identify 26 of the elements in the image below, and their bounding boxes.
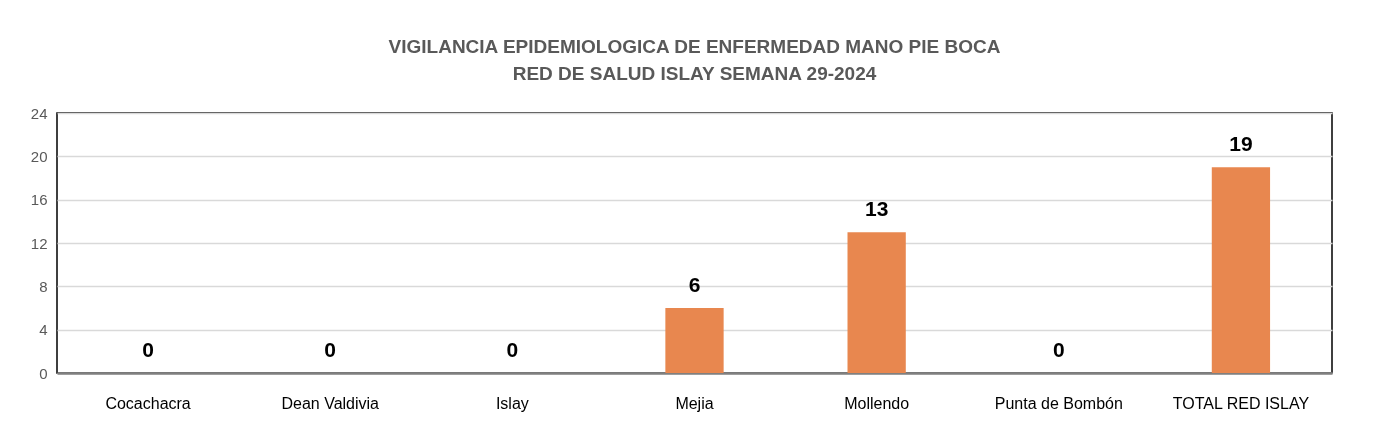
data-label: 0 xyxy=(506,338,519,361)
x-tick-label: Mollendo xyxy=(844,394,910,412)
data-label: 19 xyxy=(1229,132,1253,156)
data-label: 13 xyxy=(864,197,889,221)
y-tick-label: 20 xyxy=(30,147,48,165)
data-label: 0 xyxy=(1052,338,1065,361)
bar xyxy=(1211,167,1271,373)
x-tick-label: Dean Valdivia xyxy=(281,394,380,412)
chart-title: VIGILANCIA EPIDEMIOLOGICA DE ENFERMEDAD MANO PIE BOCA xyxy=(388,36,1001,57)
y-tick-label: 4 xyxy=(39,321,48,339)
data-label: 0 xyxy=(324,338,337,361)
x-tick-label: Islay xyxy=(495,394,529,412)
bar xyxy=(847,232,906,373)
x-tick-label: Cocachacra xyxy=(105,394,191,412)
chart-subtitle: RED DE SALUD ISLAY SEMANA 29-2024 xyxy=(512,63,877,84)
x-tick-label: Punta de Bombón xyxy=(994,394,1123,412)
y-tick-label: 24 xyxy=(30,104,48,122)
x-tick-label: Mejia xyxy=(675,394,714,412)
x-tick-label: TOTAL RED ISLAY xyxy=(1172,394,1310,412)
y-tick-label: 8 xyxy=(39,277,48,295)
bar xyxy=(665,308,724,373)
y-tick-label: 0 xyxy=(39,364,48,382)
y-tick-label: 12 xyxy=(30,234,48,252)
data-label: 0 xyxy=(142,338,154,361)
y-tick-label: 16 xyxy=(30,191,48,209)
data-label: 6 xyxy=(688,273,701,296)
